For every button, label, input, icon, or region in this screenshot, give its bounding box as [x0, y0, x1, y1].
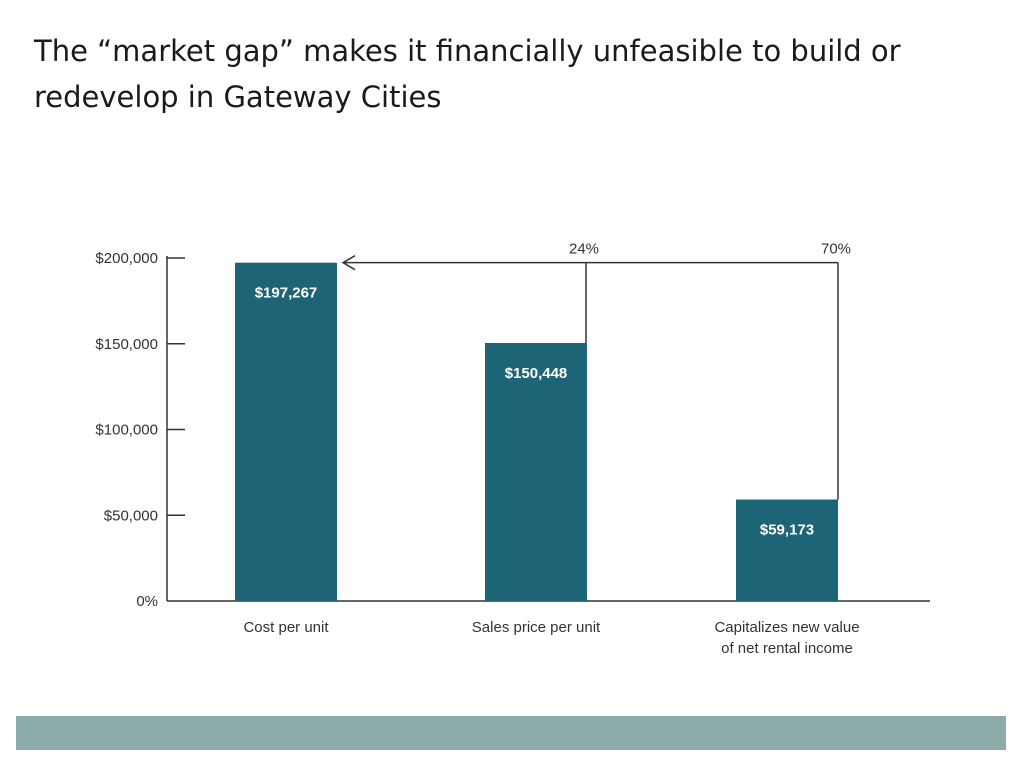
bar-0 — [235, 262, 337, 601]
category-label-2-0: Capitalizes new value — [714, 619, 859, 636]
category-label-1: Sales price per unit — [472, 619, 601, 636]
bar-data-label-0: $197,267 — [255, 285, 318, 302]
bar-2 — [736, 499, 838, 601]
gap-arrow-head — [341, 255, 356, 271]
category-label-0: Cost per unit — [243, 619, 329, 636]
y-tick-label-1: $50,000 — [104, 507, 158, 524]
gap-percent-label-0: 24% — [569, 241, 599, 258]
y-tick-label-3: $150,000 — [95, 336, 158, 353]
bar-1 — [485, 342, 587, 601]
footer-band — [16, 716, 1006, 750]
bar-chart: 0% $50,000 $100,000 $150,000 $200,000 $197,26… — [95, 241, 930, 657]
slide-title: The “market gap” makes it financially un… — [34, 34, 901, 114]
bar-data-label-1: $150,448 — [505, 365, 568, 382]
bar-data-label-2: $59,173 — [760, 522, 814, 539]
y-tick-label-0: 0% — [136, 593, 158, 610]
category-label-2-1: of net rental income — [721, 640, 853, 657]
gap-percent-label-1: 70% — [821, 241, 851, 258]
y-tick-label-2: $100,000 — [95, 422, 158, 439]
y-tick-label-4: $200,000 — [95, 250, 158, 267]
